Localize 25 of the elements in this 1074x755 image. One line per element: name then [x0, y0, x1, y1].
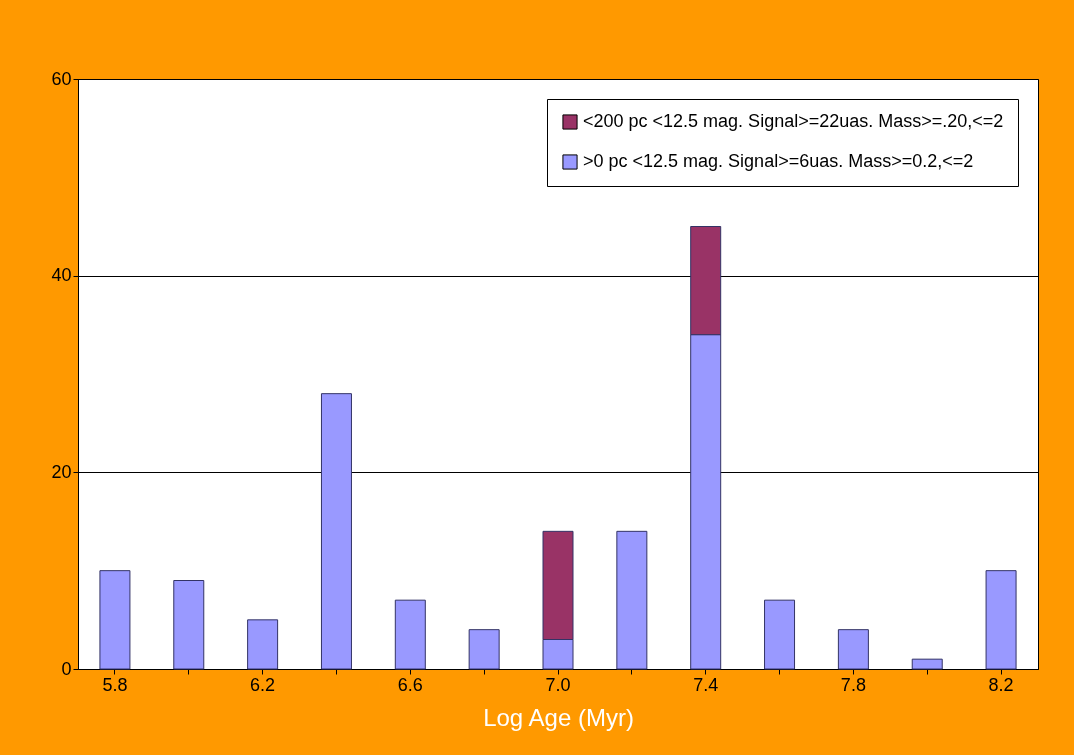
- bar: [837, 629, 869, 670]
- x-axis-title: Log Age (Myr): [483, 703, 634, 731]
- bar: [764, 599, 796, 670]
- bar: [247, 619, 279, 670]
- x-tick-label: 6.6: [397, 674, 423, 695]
- bar: [468, 629, 500, 670]
- bar: [616, 530, 648, 670]
- legend-label: >0 pc <12.5 mag. Signal>=6uas. Mass>=0.2,<=2: [583, 151, 974, 171]
- legend-label: <200 pc <12.5 mag. Signal>=22uas. Mass>=.20,<=2: [583, 111, 1004, 131]
- bar: [173, 580, 205, 670]
- y-tick-label: 0: [61, 658, 72, 679]
- bar: [985, 570, 1017, 670]
- y-tick-label: 40: [51, 265, 72, 286]
- x-tick-label: 8.2: [988, 674, 1014, 695]
- y-tick-label: 20: [51, 461, 72, 482]
- bar: [394, 599, 426, 670]
- y-tick-label: 60: [51, 68, 72, 89]
- x-tick-label: 7.0: [545, 674, 571, 695]
- x-tick-label: 6.2: [250, 674, 276, 695]
- x-tick-label: 7.8: [840, 674, 866, 695]
- x-tick-label: 7.4: [693, 674, 719, 695]
- bar: [320, 393, 352, 670]
- bar: [911, 658, 943, 670]
- x-tick-label: 5.8: [102, 674, 128, 695]
- bar: [99, 570, 131, 670]
